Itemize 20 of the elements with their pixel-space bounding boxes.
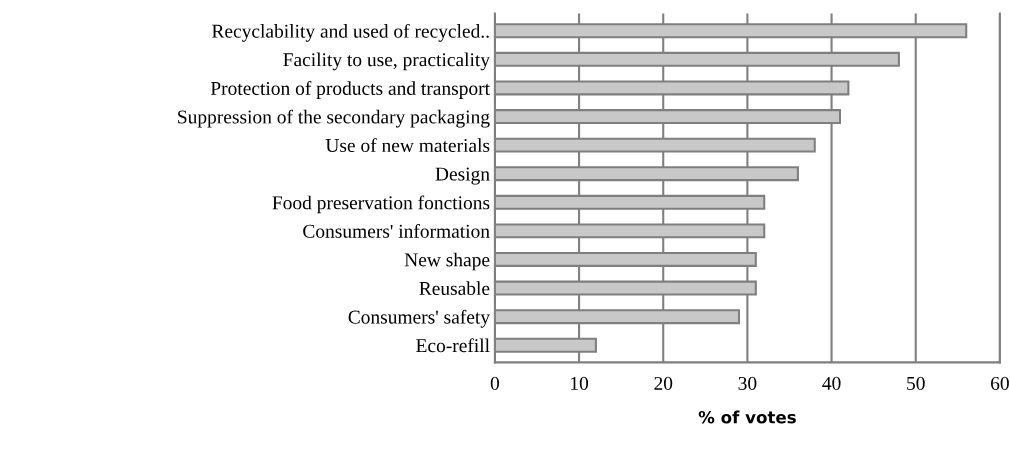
y-tick-label: Reusable (419, 281, 490, 295)
y-tick-label: Suppression of the secondary packaging (178, 109, 490, 128)
y-tick-label: Eco-refill (416, 338, 490, 353)
x-tick-label: 0 (490, 376, 500, 390)
x-tick-label: 60 (991, 376, 1009, 390)
y-tick-label: Consumers' safety (348, 309, 490, 328)
y-tick-label: Recyclability and used of recycled.. (212, 23, 489, 42)
x-tick-label: 50 (907, 376, 925, 390)
y-tick-label: Protection of products and transport (210, 81, 490, 99)
x-axis-title: % of votes (698, 410, 796, 424)
y-tick-label: Food preservation fonctions (272, 195, 490, 214)
y-tick-label: Design (435, 167, 490, 185)
y-tick-label: Consumers' information (303, 223, 490, 238)
y-tick-label: Facility to use, practicality (283, 52, 490, 71)
x-tick-label: 10 (571, 376, 589, 390)
y-tick-label: New shape (404, 252, 490, 271)
y-tick-label: Use of new materials (325, 138, 490, 153)
x-tick-label: 30 (738, 376, 757, 390)
x-tick-label: 40 (822, 376, 841, 390)
x-tick-label: 20 (654, 376, 673, 390)
